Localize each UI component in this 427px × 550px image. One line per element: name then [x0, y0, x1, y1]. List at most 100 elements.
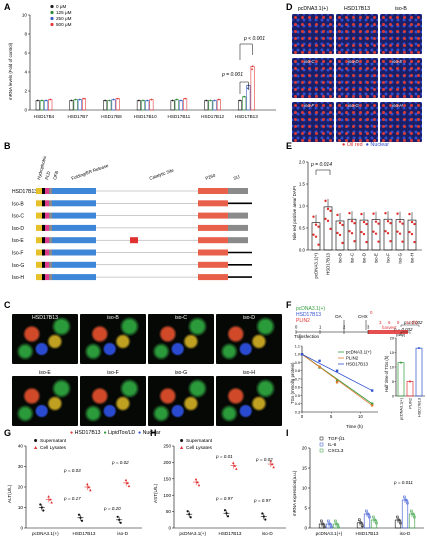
- panel-a-bar: [111, 99, 116, 111]
- f-chx-label: CHX: [358, 314, 368, 319]
- panel-e-point: [365, 222, 368, 226]
- i-legend-marker: [319, 448, 324, 453]
- f-series-point: [370, 389, 374, 392]
- panel-e-point: [362, 232, 366, 236]
- panel-a-point: [213, 99, 216, 102]
- panel-e-point: [314, 223, 318, 226]
- panel-h-chart: AST(U/L) Supernatant Cell Lysates p = 0.…: [153, 438, 286, 536]
- i-ytick-label: 15: [302, 466, 308, 471]
- panel-a-ytick-label: 0: [24, 108, 27, 113]
- domain-label-pld: PLD: [44, 171, 51, 181]
- panel-a-xtick-label: HSD17B8: [101, 114, 122, 119]
- i-ytick-label: 10: [302, 486, 308, 491]
- g-xtick-label: pcDNA3.1(+): [32, 531, 59, 536]
- panel-a-bar: [208, 100, 213, 111]
- panel-a-xtick-label: HSD17B10: [134, 114, 157, 119]
- panel-b-domain-folding: [52, 274, 96, 281]
- panel-c-image: iso-C: [148, 314, 214, 364]
- f-timeline-hour-label: 3: [379, 320, 382, 325]
- panel-e-chart: Nile red positive area/ DAPI p = 0.014 0…: [292, 160, 422, 279]
- panel-a-ytick-label: 6: [24, 51, 27, 56]
- panel-e-point: [336, 231, 339, 235]
- panel-e-xtick-label: iso-G: [398, 252, 403, 263]
- f-half-ytick-label: 5: [392, 380, 394, 384]
- panel-b-domain-p260: [198, 237, 228, 244]
- panel-b-domain-pld: [42, 249, 45, 256]
- panel-b-domain-hydrophobic: [36, 237, 42, 244]
- panel-a-legend-marker: [50, 22, 54, 27]
- panel-a-point: [251, 65, 254, 68]
- g-ytick-label: 0: [20, 526, 23, 531]
- g-point: [40, 506, 43, 509]
- g-point: [48, 498, 52, 501]
- panel-a-bar: [48, 99, 53, 111]
- panel-letter-e: E: [286, 141, 293, 151]
- panel-a-bar: [216, 99, 221, 111]
- panel-b-domain-ofb: [45, 261, 49, 268]
- panel-e-point: [401, 222, 404, 225]
- f-ytick-label: 0.4: [295, 402, 300, 406]
- f-timeline-harvest-bar: [368, 330, 408, 334]
- panel-e-point: [377, 222, 380, 225]
- i-point: [410, 509, 413, 513]
- panel-a-xtick-label: HSD17B11: [168, 114, 191, 119]
- g-point: [86, 482, 89, 486]
- panel-e-point: [372, 230, 375, 233]
- panel-e-point: [384, 212, 387, 215]
- panel-e-point: [374, 220, 378, 223]
- panel-d-image: iso-E: [380, 58, 422, 98]
- g-ytick-label: 40: [18, 444, 24, 449]
- panel-e-point: [324, 199, 327, 203]
- panel-b-domain-gap: [49, 188, 52, 194]
- panel-e-xtick-label: pcDNA3.1(+): [314, 252, 319, 278]
- panel-e-point: [384, 230, 387, 233]
- panel-e-point: [336, 213, 339, 217]
- panel-e-point: [362, 220, 366, 224]
- f-half-ytick-label: 10: [390, 365, 394, 369]
- panel-a-ytick-label: 10: [22, 13, 28, 18]
- panel-e-point: [329, 209, 332, 213]
- h-point: [186, 510, 189, 513]
- panel-d-column-header: HSD17B13: [344, 6, 370, 12]
- panel-a-point: [104, 99, 107, 102]
- f-xlabel: Time (h): [346, 424, 363, 429]
- domain-label-catalytic: Catalytic Site: [149, 167, 175, 181]
- f-half-xtick-label: pcDNA3.1(+): [400, 397, 404, 420]
- panel-a-point: [217, 98, 220, 101]
- f-timeline-tick-label: 3: [367, 325, 370, 330]
- f-timeline-label-hsd: HSD17B13: [296, 312, 321, 318]
- i-point: [321, 522, 325, 526]
- panel-e-point: [377, 240, 380, 243]
- panel-c-image-label: iso-H: [242, 370, 256, 376]
- panel-a-point: [78, 98, 81, 101]
- i-p: p = 0.011: [393, 480, 413, 485]
- panel-e-point: [386, 220, 390, 223]
- panel-b-domain-pld: [42, 188, 45, 194]
- panel-e-point: [314, 235, 318, 238]
- panel-b-domain-gap: [49, 274, 52, 281]
- h-ylabel: AST(U/L): [153, 483, 158, 503]
- panel-d-image: [336, 14, 378, 54]
- panel-a-point: [74, 98, 77, 101]
- i-point: [334, 519, 337, 523]
- panel-a-bar: [178, 100, 183, 111]
- i-xtick-label: HSD17B13: [356, 531, 379, 536]
- panel-a-point: [171, 99, 174, 102]
- h-point: [272, 465, 275, 469]
- panel-a-bar: [174, 99, 179, 111]
- panel-e-point: [410, 220, 414, 224]
- panel-b-domain-hydrophobic: [36, 212, 42, 219]
- i-point: [368, 515, 371, 519]
- panel-a-bar: [115, 98, 120, 111]
- panel-c-image-label: iso-D: [242, 315, 256, 321]
- i-point: [361, 524, 364, 528]
- panel-b-domain-folding: [52, 212, 96, 219]
- h-ytick-label: 100: [163, 493, 171, 498]
- i-point: [413, 515, 416, 519]
- panel-b-domain-p260: [198, 274, 228, 281]
- panel-letter-a: A: [4, 2, 11, 12]
- panel-c-image: iso-F: [80, 370, 146, 426]
- h-point: [270, 462, 274, 466]
- panel-a-point: [108, 99, 111, 102]
